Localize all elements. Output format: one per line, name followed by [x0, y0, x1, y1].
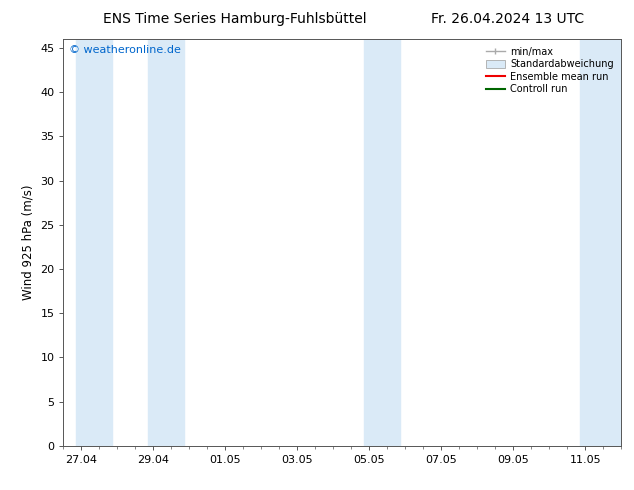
- Text: Fr. 26.04.2024 13 UTC: Fr. 26.04.2024 13 UTC: [430, 12, 584, 26]
- Bar: [148, 39, 184, 446]
- Legend: min/max, Standardabweichung, Ensemble mean run, Controll run: min/max, Standardabweichung, Ensemble me…: [482, 44, 616, 97]
- Bar: [580, 39, 621, 446]
- Y-axis label: Wind 925 hPa (m/s): Wind 925 hPa (m/s): [22, 185, 35, 300]
- Text: © weatheronline.de: © weatheronline.de: [69, 45, 181, 55]
- Bar: [76, 39, 112, 446]
- Text: ENS Time Series Hamburg-Fuhlsbüttel: ENS Time Series Hamburg-Fuhlsbüttel: [103, 12, 366, 26]
- Bar: [364, 39, 400, 446]
